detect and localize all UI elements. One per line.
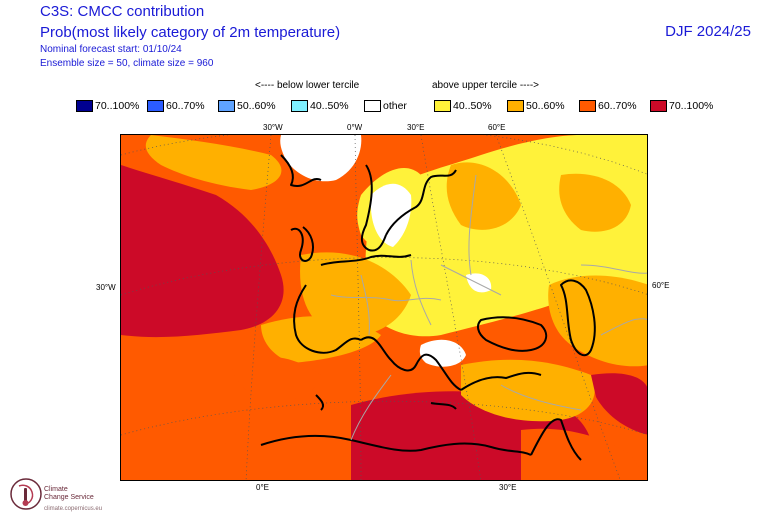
legend-item: 50..60%	[218, 99, 276, 113]
legend-item: 50..60%	[507, 99, 565, 113]
coastline-iberia	[293, 284, 362, 354]
coastline-crete	[430, 402, 457, 410]
region-scandinavia-white	[370, 183, 412, 247]
legend-item: 60..70%	[579, 99, 637, 113]
coastline-black-sea	[477, 316, 548, 352]
region-atlantic-south	[121, 399, 244, 475]
legend-label: 50..60%	[526, 100, 565, 112]
legend-label: 40..50%	[310, 100, 349, 112]
country-border	[468, 174, 477, 276]
forecast-start-text: Nominal forecast start: 01/10/24	[40, 44, 182, 55]
region-atlantic-red	[121, 165, 284, 338]
below-tercile-label: <---- below lower tercile	[255, 80, 360, 91]
logo-ring	[10, 478, 42, 510]
logo-text: Climate Change Service	[44, 486, 94, 502]
legend-swatch	[434, 100, 451, 112]
axis-label-top-30e: 30°E	[407, 123, 425, 132]
country-border	[350, 374, 392, 441]
coastline-britain	[290, 226, 314, 262]
forecast-map	[120, 134, 648, 481]
legend-swatch	[650, 100, 667, 112]
axis-label-top-30w: 30°W	[263, 123, 283, 132]
country-borders	[330, 174, 647, 441]
graticule-line	[245, 135, 272, 480]
coastline-mediterranean-north	[360, 336, 462, 391]
map-title: C3S: CMCC contribution	[40, 3, 205, 20]
coastline-north-europe	[320, 254, 412, 266]
logo-arc	[18, 484, 34, 505]
logo-bulb	[22, 500, 29, 506]
logo-thermometer	[24, 488, 27, 502]
coastline-turkey	[460, 371, 542, 391]
map-subtitle: Prob(most likely category of 2m temperat…	[40, 24, 341, 41]
legend-label: 60..70%	[598, 100, 637, 112]
axis-label-bottom-30e: 30°E	[499, 483, 517, 492]
region-east-europe-white	[466, 273, 492, 293]
legend-label: 50..60%	[237, 100, 276, 112]
country-border	[440, 264, 502, 296]
legend-label: 70..100%	[95, 100, 140, 112]
legend-swatch	[218, 100, 235, 112]
coastline-levant	[530, 418, 582, 461]
graticule-line	[121, 135, 647, 175]
logo-name-line1: Climate	[44, 486, 68, 493]
graticule-line	[420, 135, 482, 480]
forecast-map-svg	[121, 135, 647, 480]
legend-swatch	[579, 100, 596, 112]
coastline-caspian	[560, 279, 596, 357]
country-border	[580, 264, 647, 274]
axis-label-right-60e: 60°E	[652, 281, 670, 290]
region-central-europe-orange	[300, 252, 411, 336]
legend-item: 70..100%	[76, 99, 139, 113]
legend-item: other	[364, 99, 407, 113]
legend-swatch	[507, 100, 524, 112]
legend-label: other	[383, 100, 407, 112]
legend-swatch	[291, 100, 308, 112]
region-north-sea-white	[280, 135, 362, 182]
coastline-iceland	[280, 154, 322, 188]
country-border	[330, 294, 442, 302]
region-russia-orange-2	[559, 173, 631, 232]
season-label: DJF 2024/25	[665, 23, 751, 40]
legend-swatch	[364, 100, 381, 112]
coastlines	[260, 154, 596, 461]
legend-label: 40..50%	[453, 100, 492, 112]
region-iran-red	[591, 373, 647, 435]
above-tercile-label: above upper tercile ---->	[432, 80, 539, 91]
axis-label-top-60e: 60°E	[488, 123, 506, 132]
copernicus-logo	[10, 478, 42, 510]
legend-item: 70..100%	[650, 99, 713, 113]
legend-item: 60..70%	[147, 99, 205, 113]
legend-item: 40..50%	[434, 99, 492, 113]
logo-name-line2: Change Service	[44, 494, 94, 501]
axis-label-left-30w: 30°W	[96, 283, 116, 292]
country-border	[360, 274, 370, 336]
country-border	[600, 318, 647, 336]
coastline-norway	[360, 164, 387, 252]
ensemble-size-text: Ensemble size = 50, climate size = 960	[40, 58, 214, 69]
legend-swatch	[147, 100, 164, 112]
coastline-baltic	[385, 169, 457, 236]
legend-label: 60..70%	[166, 100, 205, 112]
legend-swatch	[76, 100, 93, 112]
axis-label-bottom-0e: 0°E	[256, 483, 269, 492]
graticule-line	[354, 135, 362, 480]
region-north-atlantic-orange	[145, 135, 282, 190]
region-balkans-white	[419, 339, 466, 367]
logo-url: climate.copernicus.eu	[44, 506, 103, 512]
axis-label-top-0w: 0°W	[347, 123, 363, 132]
region-russia-orange-1	[446, 162, 521, 230]
coastline-island	[315, 394, 325, 411]
graticule-line	[121, 257, 647, 296]
region-med-west	[231, 355, 321, 402]
coastline-north-africa	[260, 434, 532, 456]
country-border	[500, 384, 582, 411]
country-border	[410, 259, 432, 326]
legend: 70..100% 60..70% 50..60% 40..50% other 4…	[76, 99, 736, 113]
graticule	[121, 135, 647, 480]
legend-item: 40..50%	[291, 99, 349, 113]
legend-label: 70..100%	[669, 100, 714, 112]
